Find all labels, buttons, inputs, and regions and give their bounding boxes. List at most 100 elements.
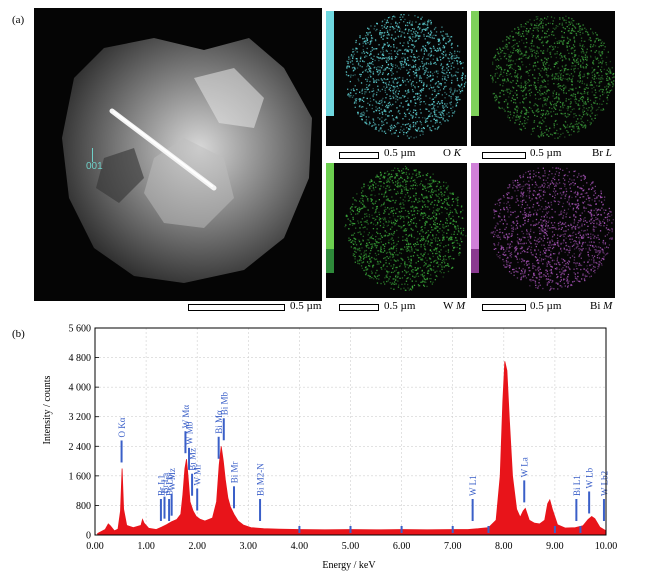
map-pixel — [434, 83, 437, 85]
map-pixel — [376, 91, 378, 94]
map-pixel — [439, 239, 441, 241]
map-pixel — [560, 76, 562, 78]
map-pixel — [593, 70, 595, 72]
map-pixel — [378, 181, 380, 183]
map-pixel — [574, 101, 577, 103]
map-pixel — [393, 132, 395, 134]
map-pixel — [578, 75, 581, 77]
map-pixel — [373, 257, 375, 259]
map-pixel — [603, 92, 605, 94]
map-pixel — [541, 86, 543, 88]
map-pixel — [376, 282, 379, 284]
map-pixel — [370, 53, 372, 55]
map-pixel — [436, 208, 439, 210]
map-pixel — [546, 18, 548, 20]
map-pixel — [568, 134, 570, 136]
map-pixel — [430, 226, 433, 228]
map-pixel — [508, 65, 510, 67]
map-pixel — [392, 89, 395, 91]
map-pixel — [387, 21, 389, 24]
map-pixel — [433, 105, 435, 107]
map-pixel — [434, 111, 436, 114]
map-pixel — [422, 280, 424, 283]
map-pixel — [532, 65, 535, 67]
map-pixel — [406, 246, 408, 248]
map-pixel — [373, 124, 375, 126]
map-pixel — [588, 259, 590, 261]
map-pixel — [347, 62, 349, 65]
map-pixel — [567, 68, 570, 71]
map-pixel — [549, 193, 551, 195]
map-pixel — [551, 78, 553, 80]
map-pixel — [596, 197, 598, 199]
map-pixel — [404, 80, 406, 82]
map-pixel — [609, 71, 612, 73]
map-pixel — [386, 106, 388, 109]
map-pixel — [521, 57, 523, 59]
map-pixel — [444, 50, 446, 52]
map-pixel — [580, 175, 582, 178]
map-pixel — [427, 124, 429, 127]
map-pixel — [445, 198, 447, 200]
map-pixel — [560, 78, 562, 80]
map-pixel — [436, 230, 439, 232]
map-pixel — [385, 68, 387, 70]
map-pixel — [523, 97, 525, 100]
map-pixel — [569, 113, 571, 116]
map-pixel — [564, 28, 566, 30]
map-pixel — [372, 78, 374, 80]
map-pixel — [606, 102, 608, 105]
map-pixel — [600, 190, 602, 192]
map-pixel — [566, 116, 568, 118]
map-pixel — [458, 51, 461, 53]
map-pixel — [403, 287, 405, 289]
map-pixel — [407, 210, 409, 213]
map-pixel — [345, 74, 348, 76]
map-pixel — [540, 42, 543, 44]
map-pixel — [352, 95, 355, 97]
map-pixel — [497, 77, 499, 79]
map-pixel — [494, 75, 496, 77]
map-pixel — [548, 107, 551, 109]
map-pixel — [461, 217, 464, 219]
map-pixel — [402, 172, 404, 175]
map-pixel — [553, 106, 555, 108]
map-pixel — [404, 115, 406, 117]
map-pixel — [435, 234, 438, 236]
map-pixel — [428, 36, 430, 38]
map-pixel — [432, 47, 435, 49]
map-pixel — [422, 279, 424, 281]
map-pixel — [420, 226, 422, 229]
map-pixel — [363, 52, 366, 54]
map-pixel — [507, 110, 509, 113]
map-pixel — [395, 277, 397, 279]
map-pixel — [370, 67, 372, 70]
map-pixel — [390, 127, 392, 129]
map-pixel — [356, 259, 359, 261]
map-pixel — [359, 60, 361, 62]
map-pixel — [553, 77, 555, 79]
map-pixel — [457, 196, 459, 198]
map-pixel — [413, 96, 416, 98]
map-pixel — [606, 253, 608, 255]
map-pixel — [548, 244, 550, 246]
map-pixel — [428, 76, 430, 78]
map-pixel — [388, 239, 390, 241]
map-pixel — [381, 73, 384, 75]
map-pixel — [511, 30, 513, 33]
map-pixel — [375, 48, 377, 50]
map-pixel — [562, 75, 564, 77]
map-pixel — [540, 50, 542, 52]
map-pixel — [410, 185, 412, 187]
map-pixel — [560, 41, 562, 43]
map-pixel — [384, 219, 387, 221]
map-pixel — [389, 234, 391, 236]
map-pixel — [517, 85, 519, 87]
map-pixel — [434, 271, 436, 273]
map-pixel — [571, 47, 573, 49]
map-pixel — [540, 135, 542, 137]
map-pixel — [385, 190, 387, 192]
map-pixel — [351, 209, 353, 211]
map-pixel — [541, 114, 544, 117]
map-pixel — [393, 288, 395, 290]
